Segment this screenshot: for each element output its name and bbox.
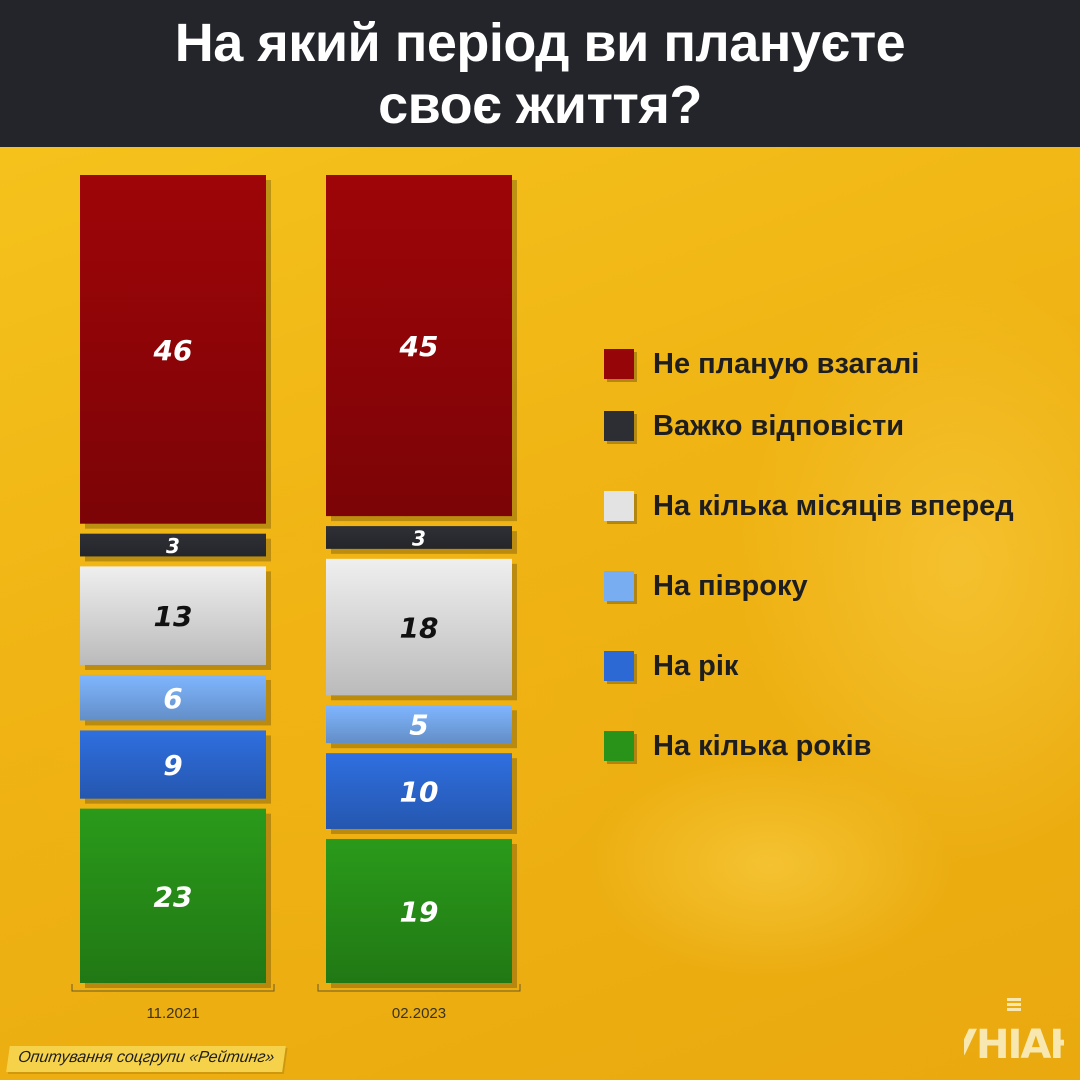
legend-swatch	[604, 349, 634, 379]
legend-swatch	[604, 571, 634, 601]
legend-item: Важко відповісти	[604, 386, 1074, 466]
legend-swatch	[604, 491, 634, 521]
bar-shade	[80, 808, 266, 983]
legend-item: На кілька місяців вперед	[604, 466, 1074, 546]
bar-shade	[326, 558, 512, 696]
legend-swatch	[604, 731, 634, 761]
svg-text:УНІАН: УНІАН	[964, 1022, 1064, 1066]
bar-value-label: 6	[163, 682, 182, 715]
bar-value-label: 46	[153, 334, 193, 367]
page-title: На який період ви плануєте своє життя?	[174, 12, 906, 135]
legend-label: На кілька років	[653, 729, 872, 762]
legend-label: На півроку	[653, 569, 808, 602]
legend-swatch	[604, 651, 634, 681]
legend-item: На кілька років	[604, 706, 1074, 786]
bar-shade	[326, 526, 512, 549]
bar-shade	[80, 730, 266, 799]
legend-label: Важко відповісти	[653, 409, 905, 442]
legend-swatch	[604, 411, 634, 441]
header: На який період ви плануєте своє життя?	[0, 0, 1080, 147]
bar-shade	[326, 838, 512, 983]
x-tick-label: 02.2023	[392, 1005, 446, 1022]
bar-value-label: 18	[400, 612, 439, 645]
bar-shade	[80, 674, 266, 721]
axis-bracket	[317, 984, 521, 992]
bar-value-label: 19	[400, 895, 439, 928]
legend-label: На рік	[653, 649, 739, 682]
bar-value-label: 45	[399, 330, 439, 363]
bar-value-label: 13	[154, 600, 193, 633]
bar-value-label: 10	[400, 776, 439, 809]
bar-shade	[80, 175, 266, 524]
bar-shade	[326, 705, 512, 744]
bar-shade	[326, 175, 512, 517]
bar-shade	[80, 533, 266, 557]
legend: Не планую взагалі Важко відповісти На кіль…	[604, 342, 1074, 786]
legend-item: На півроку	[604, 546, 1074, 626]
x-tick-label: 11.2021	[146, 1005, 199, 1022]
legend-label: Не планую взагалі	[653, 347, 920, 380]
axis-bracket	[71, 984, 275, 992]
bar-value-label: 3	[412, 526, 426, 550]
unian-logo-icon: УНІАН	[964, 998, 1064, 1066]
source-note: Опитування соцгрупи «Рейтинг»	[6, 1046, 286, 1072]
bar-shade	[80, 566, 266, 665]
legend-label: На кілька місяців вперед	[653, 489, 1014, 522]
bar-value-label: 5	[409, 709, 428, 742]
bar-value-label: 23	[154, 880, 193, 913]
bar-value-label: 3	[166, 534, 180, 558]
bar-value-label: 9	[163, 749, 182, 782]
bar-shade	[326, 753, 512, 829]
legend-item: На рік	[604, 626, 1074, 706]
legend-item: Не планую взагалі	[604, 342, 1074, 386]
